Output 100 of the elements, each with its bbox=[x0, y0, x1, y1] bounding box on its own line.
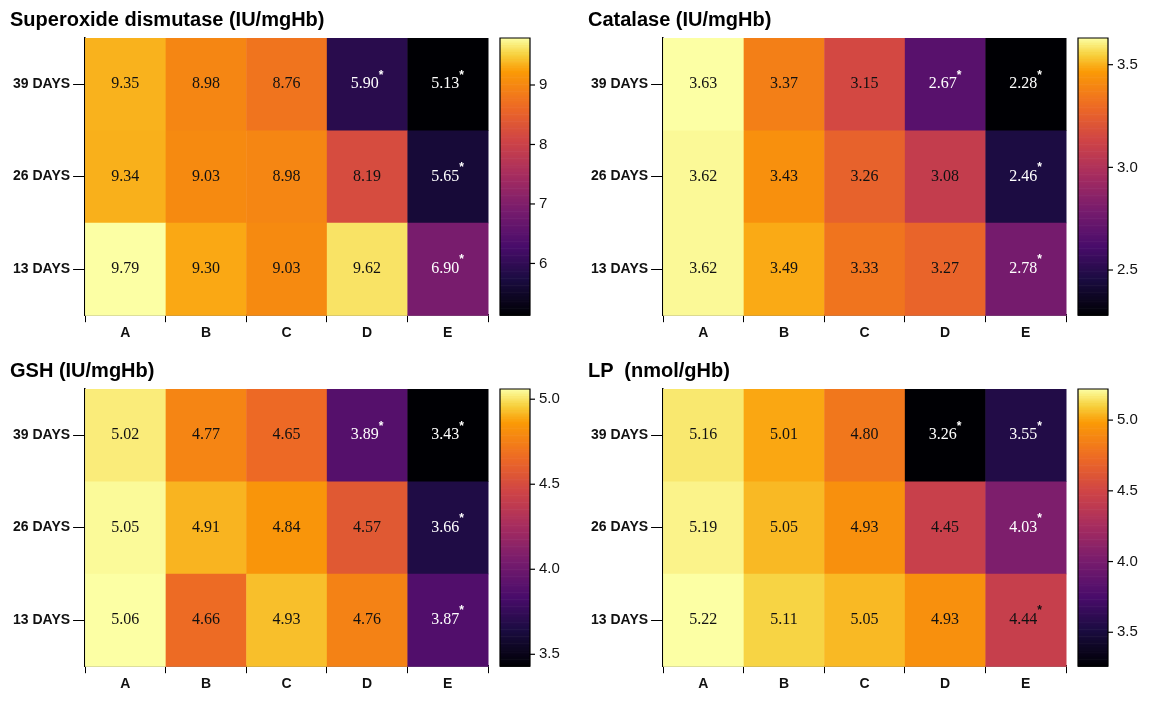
data-label: 4.65 bbox=[272, 425, 301, 443]
data-label: 8.98 bbox=[191, 74, 220, 92]
color-bar-label: 5.0 bbox=[1117, 410, 1138, 428]
color-bar-label: 4.0 bbox=[1117, 551, 1138, 569]
color-bar-label: 4.5 bbox=[1117, 480, 1138, 498]
data-label: 5.22 bbox=[689, 610, 718, 628]
data-label: 9.35 bbox=[111, 74, 140, 92]
data-label: 4.44* bbox=[1009, 603, 1043, 628]
data-label: 5.11 bbox=[770, 610, 798, 628]
x-tick-label: A bbox=[698, 324, 709, 341]
x-tick-label: C bbox=[281, 324, 292, 341]
data-label: 3.66* bbox=[431, 510, 465, 535]
data-label: 5.19 bbox=[689, 517, 718, 535]
data-label: 5.05 bbox=[111, 517, 140, 535]
y-tick-label: 39 DAYS bbox=[13, 426, 71, 443]
data-label: 3.55* bbox=[1009, 418, 1043, 443]
x-tick-label: D bbox=[362, 324, 373, 341]
data-label: 2.28* bbox=[1009, 67, 1043, 92]
chart-title: LP (nmol/gHb) bbox=[588, 358, 730, 381]
x-tick-label: E bbox=[443, 324, 453, 341]
x-tick-label: B bbox=[778, 675, 790, 692]
x-tick-label: D bbox=[940, 324, 951, 341]
data-label: 4.03* bbox=[1009, 510, 1043, 535]
data-label: 2.67* bbox=[928, 67, 962, 92]
data-label: 5.65* bbox=[431, 159, 465, 184]
data-label: 4.93 bbox=[850, 517, 879, 535]
y-tick-label: 39 DAYS bbox=[591, 426, 649, 443]
data-label: 2.46* bbox=[1009, 159, 1043, 184]
data-label: 3.87* bbox=[431, 603, 465, 628]
data-label: 5.05 bbox=[850, 610, 879, 628]
data-label: 3.89* bbox=[350, 418, 384, 443]
data-label: 5.02 bbox=[111, 425, 140, 443]
data-label: 8.98 bbox=[272, 166, 301, 184]
x-tick-label: A bbox=[120, 675, 131, 692]
x-tick-label: C bbox=[859, 324, 870, 341]
data-label: 3.08 bbox=[931, 166, 960, 184]
data-label: 9.30 bbox=[191, 259, 220, 277]
data-label: 8.19 bbox=[353, 166, 382, 184]
color-bar-label: 4.0 bbox=[539, 559, 560, 577]
data-label: 9.79 bbox=[111, 259, 140, 277]
data-label: 9.03 bbox=[272, 259, 301, 277]
data-label: 4.84 bbox=[272, 517, 301, 535]
data-label: 5.16 bbox=[689, 425, 718, 443]
color-bar-label: 4.5 bbox=[539, 474, 560, 492]
data-label: 4.57 bbox=[353, 517, 382, 535]
data-label: 9.03 bbox=[191, 166, 220, 184]
y-tick-label: 39 DAYS bbox=[591, 75, 649, 92]
color-bar-label: 6 bbox=[539, 253, 548, 271]
color-bar-label: 3.5 bbox=[1117, 54, 1138, 72]
data-label: 4.93 bbox=[931, 610, 960, 628]
data-label: 5.05 bbox=[769, 517, 798, 535]
chart-title: Superoxide dismutase (IU/mgHb) bbox=[10, 7, 325, 30]
data-label: 3.37 bbox=[769, 74, 798, 92]
data-label: 3.26* bbox=[928, 418, 962, 443]
color-bar-label: 9 bbox=[539, 75, 548, 93]
y-tick-label: 26 DAYS bbox=[13, 167, 71, 184]
color-bar-label: 3.5 bbox=[539, 644, 560, 662]
x-tick-label: C bbox=[859, 675, 870, 692]
y-tick-label: 13 DAYS bbox=[591, 259, 649, 276]
y-tick-label: 13 DAYS bbox=[591, 610, 649, 627]
color-bar-label: 5.0 bbox=[539, 389, 560, 407]
y-tick-label: 26 DAYS bbox=[591, 167, 649, 184]
data-label: 5.06 bbox=[111, 610, 140, 628]
x-tick-label: B bbox=[778, 324, 790, 341]
x-tick-label: E bbox=[443, 675, 453, 692]
x-tick-label: C bbox=[281, 675, 292, 692]
x-tick-label: D bbox=[362, 675, 373, 692]
data-label: 3.62 bbox=[689, 166, 718, 184]
chart-title: Catalase (IU/mgHb) bbox=[588, 7, 772, 30]
data-label: 5.01 bbox=[769, 425, 798, 443]
data-label: 4.80 bbox=[850, 425, 879, 443]
data-label: 3.27 bbox=[931, 259, 960, 277]
color-bar-label: 2.5 bbox=[1117, 260, 1138, 278]
x-tick-label: B bbox=[200, 675, 212, 692]
x-tick-label: D bbox=[940, 675, 951, 692]
data-label: 9.34 bbox=[111, 166, 140, 184]
color-bar-label: 3.0 bbox=[1117, 157, 1138, 175]
data-label: 4.93 bbox=[272, 610, 301, 628]
data-label: 4.91 bbox=[191, 517, 220, 535]
data-label: 5.90* bbox=[350, 67, 384, 92]
data-label: 3.26 bbox=[850, 166, 879, 184]
color-bar-label: 8 bbox=[539, 134, 548, 152]
data-label: 3.62 bbox=[689, 259, 718, 277]
data-label: 4.76 bbox=[353, 610, 382, 628]
data-label: 3.33 bbox=[850, 259, 879, 277]
chart-title: GSH (IU/mgHb) bbox=[10, 358, 155, 381]
data-label: 3.15 bbox=[850, 74, 879, 92]
x-tick-label: A bbox=[120, 324, 131, 341]
y-tick-label: 13 DAYS bbox=[13, 610, 71, 627]
y-tick-label: 26 DAYS bbox=[13, 518, 71, 535]
data-label: 4.77 bbox=[191, 425, 220, 443]
color-bar-label: 3.5 bbox=[1117, 622, 1138, 640]
data-label: 9.62 bbox=[353, 259, 382, 277]
x-tick-label: E bbox=[1021, 324, 1031, 341]
data-label: 3.43 bbox=[769, 166, 798, 184]
data-label: 3.43* bbox=[431, 418, 465, 443]
x-tick-label: B bbox=[200, 324, 212, 341]
x-tick-label: E bbox=[1021, 675, 1031, 692]
data-label: 4.66 bbox=[191, 610, 220, 628]
data-label: 5.13* bbox=[431, 67, 465, 92]
